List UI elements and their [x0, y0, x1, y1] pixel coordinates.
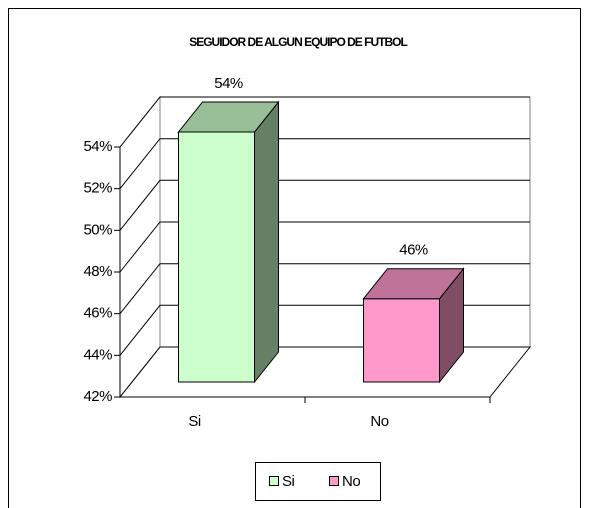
bar-top: [177, 101, 280, 133]
grid-line: [119, 221, 530, 273]
y-tick-label: 54%: [83, 138, 112, 155]
y-tick-label: 50%: [83, 221, 112, 238]
legend-label: Si: [282, 473, 295, 490]
bar-front: [178, 131, 255, 383]
y-tick-label: 46%: [83, 305, 112, 322]
y-tick-label: 44%: [83, 346, 112, 363]
y-tick-label: 42%: [83, 388, 112, 405]
x-tick-label: No: [370, 413, 388, 430]
grid-line: [119, 263, 530, 315]
legend: Si No: [255, 462, 381, 501]
bar-side: [254, 100, 279, 384]
bar: [362, 267, 465, 384]
chart-frame: [8, 8, 581, 508]
legend-swatch: [329, 476, 339, 486]
chart-title: SEGUIDOR DE ALGUN EQUIPO DE FUTBOL: [189, 35, 407, 49]
grid-line: [119, 96, 530, 148]
y-tick-label: 52%: [83, 180, 112, 197]
grid-line: [119, 179, 530, 231]
data-label: 46%: [399, 242, 428, 259]
bar-front: [363, 298, 440, 383]
y-tick-label: 48%: [83, 263, 112, 280]
data-label: 54%: [214, 75, 243, 92]
x-tick-label: Si: [188, 413, 201, 430]
bar: [177, 100, 280, 384]
bar-top: [362, 268, 465, 300]
legend-swatch: [269, 476, 279, 486]
grid-line: [119, 138, 530, 190]
legend-label: No: [342, 473, 360, 490]
